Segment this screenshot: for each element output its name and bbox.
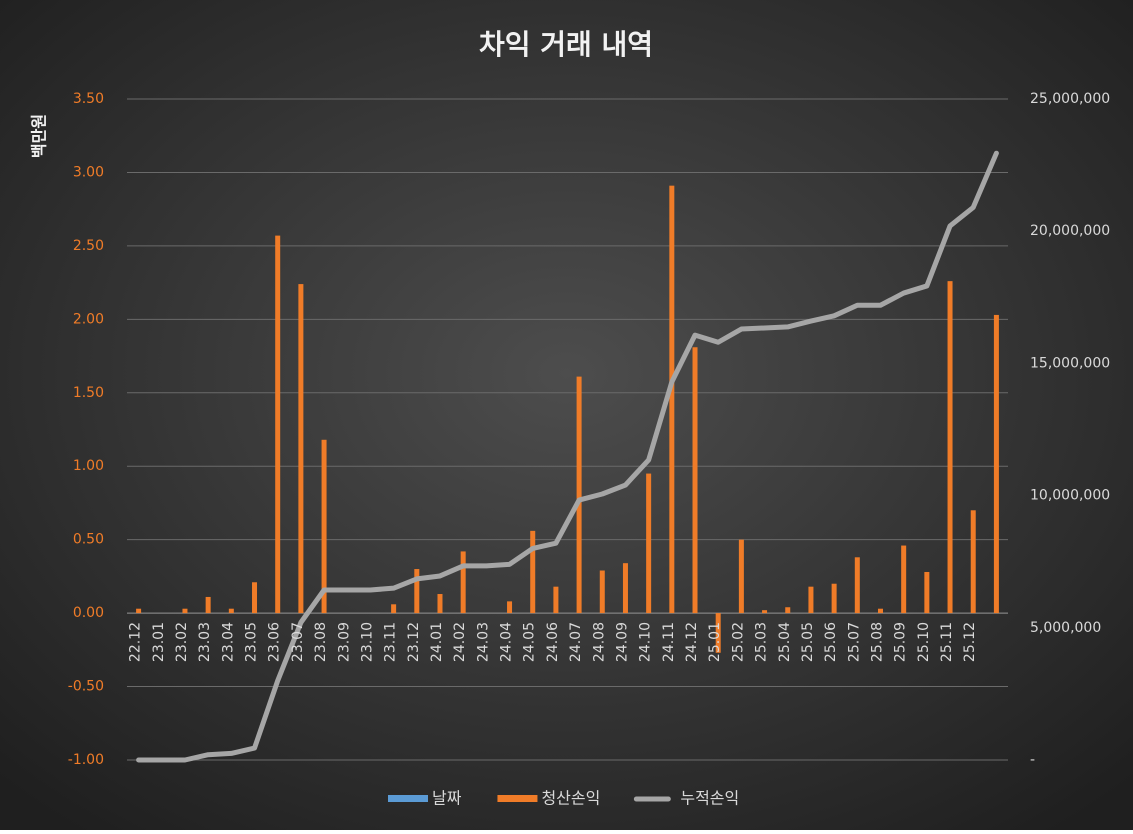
- bar: [669, 185, 675, 614]
- x-tick-label: 25.12: [962, 622, 978, 662]
- x-tick-label: 23.10: [359, 622, 375, 662]
- x-tick-label: 25.04: [777, 622, 793, 662]
- x-tick-label: 24.11: [661, 622, 677, 662]
- legend-swatch: [497, 795, 538, 802]
- x-tick-label: 23.08: [313, 622, 329, 662]
- x-tick-label: 24.04: [499, 622, 515, 662]
- y-axis-label: 백만원: [30, 114, 49, 158]
- x-tick-label: 23.09: [336, 622, 352, 662]
- bar: [321, 439, 327, 614]
- bar: [831, 583, 837, 614]
- x-tick-label: 24.05: [522, 622, 538, 662]
- bar: [854, 557, 860, 614]
- x-tick-label: 25.10: [916, 622, 932, 662]
- x-tick-label: 24.09: [614, 622, 630, 662]
- bar: [715, 613, 721, 653]
- y-tick-label: -0.50: [68, 679, 104, 695]
- bar: [182, 608, 188, 614]
- y-tick-label: 0.00: [73, 605, 104, 621]
- legend-label: 누적손익: [680, 789, 739, 808]
- bar: [901, 545, 907, 614]
- x-tick-label: 23.06: [267, 622, 283, 662]
- x-tick-label: 24.02: [452, 622, 468, 662]
- x-tick-label: 25.03: [754, 622, 770, 662]
- bar: [738, 539, 744, 614]
- bar: [785, 607, 791, 614]
- x-tick-label: 25.05: [800, 622, 816, 662]
- legend-label: 날짜: [432, 789, 462, 808]
- bar: [252, 582, 258, 614]
- y2-tick-label: 20,000,000: [1030, 223, 1110, 239]
- y-tick-label: 2.00: [73, 311, 104, 327]
- y-tick-label: 1.00: [73, 458, 104, 474]
- y2-tick-label: 5,000,000: [1030, 620, 1101, 636]
- x-tick-label: 23.07: [290, 622, 306, 662]
- x-tick-label: 25.08: [869, 622, 885, 662]
- bar: [136, 608, 142, 614]
- legend-swatch: [388, 795, 428, 802]
- x-tick-label: 23.01: [151, 622, 167, 662]
- x-tick-label: 25.02: [730, 622, 746, 662]
- bar: [808, 586, 814, 614]
- bar: [507, 601, 513, 614]
- bar: [205, 596, 211, 614]
- x-tick-label: 25.09: [893, 622, 909, 662]
- x-tick-label: 24.01: [429, 622, 445, 662]
- x-tick-label: 24.07: [568, 622, 584, 662]
- x-tick-label: 24.12: [684, 622, 700, 662]
- y2-tick-label: 25,000,000: [1030, 91, 1110, 107]
- bar: [692, 347, 698, 614]
- x-tick-label: 25.11: [939, 622, 955, 662]
- y-tick-label: 2.50: [73, 238, 104, 254]
- bar: [460, 551, 466, 614]
- bar: [437, 594, 443, 614]
- y2-tick-label: -: [1030, 752, 1035, 768]
- y2-tick-label: 10,000,000: [1030, 488, 1110, 504]
- x-tick-label: 25.01: [707, 622, 723, 662]
- bar: [414, 569, 420, 614]
- x-tick-label: 23.02: [174, 622, 190, 662]
- x-tick-label: 24.06: [545, 622, 561, 662]
- bar: [599, 570, 605, 614]
- bar: [298, 284, 304, 614]
- x-tick-label: 23.12: [406, 622, 422, 662]
- cumulative-line: [136, 150, 999, 763]
- x-tick-label: 23.04: [220, 622, 236, 662]
- x-tick-label: 23.03: [197, 622, 213, 662]
- x-tick-label: 24.10: [638, 622, 654, 662]
- y-tick-label: -1.00: [68, 752, 104, 768]
- bar: [947, 281, 953, 614]
- bar: [924, 571, 930, 614]
- legend-label: 청산손익: [541, 789, 600, 808]
- x-tick-label: 24.08: [591, 622, 607, 662]
- x-tick-label: 24.03: [475, 622, 491, 662]
- bar: [391, 604, 397, 614]
- bar: [228, 608, 234, 614]
- y-tick-label: 1.50: [73, 385, 104, 401]
- chart-title: 차익 거래 내역: [479, 28, 653, 61]
- x-tick-label: 22.12: [128, 622, 144, 662]
- bar: [646, 473, 652, 614]
- bar: [530, 530, 536, 614]
- y-tick-label: 3.00: [73, 164, 104, 180]
- x-tick-label: 25.06: [823, 622, 839, 662]
- x-tick-label: 23.11: [383, 622, 399, 662]
- bar: [970, 510, 976, 614]
- y2-tick-label: 15,000,000: [1030, 355, 1110, 371]
- bar: [553, 586, 559, 614]
- bar: [275, 235, 281, 614]
- bar: [993, 314, 999, 614]
- x-tick-label: 25.07: [846, 622, 862, 662]
- bar: [762, 610, 768, 614]
- y-tick-label: 0.50: [73, 532, 104, 548]
- bar: [877, 608, 883, 614]
- bar: [622, 563, 628, 614]
- x-tick-label: 23.05: [244, 622, 260, 662]
- bar: [576, 376, 582, 614]
- y-tick-label: 3.50: [73, 91, 104, 107]
